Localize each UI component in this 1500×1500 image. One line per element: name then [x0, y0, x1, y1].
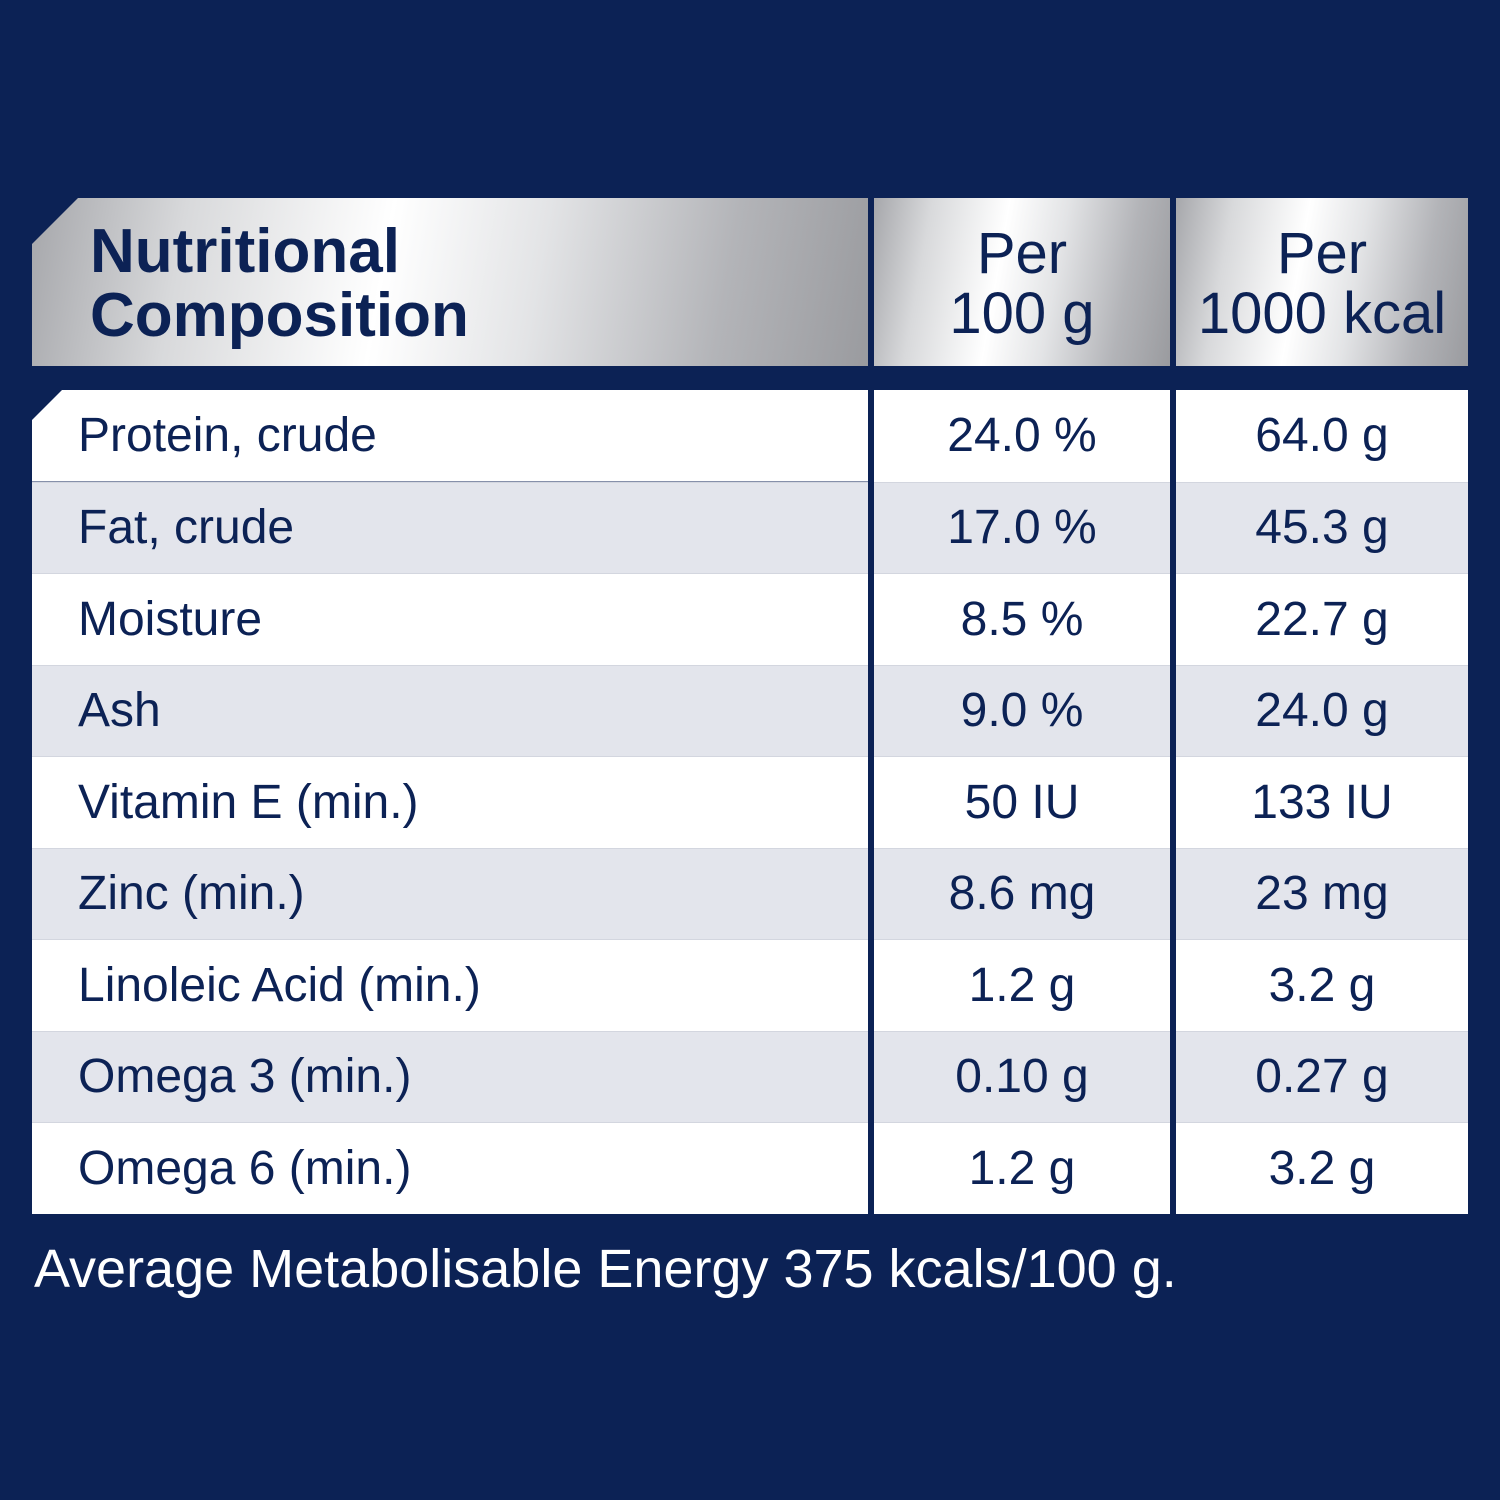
header-col3-line1: Per — [1276, 221, 1368, 286]
energy-footnote: Average Metabolisable Energy 375 kcals/1… — [34, 1239, 1177, 1299]
header-nutritional-composition: Nutritional Composition — [32, 198, 868, 366]
nutrient-label: Vitamin E (min.) — [32, 756, 868, 848]
table-row: Linoleic Acid (min.) 1.2 g 3.2 g — [32, 939, 1468, 1031]
nutrition-table: Nutritional Composition Per 100 g Per 10… — [32, 198, 1468, 1214]
value-per-1000kcal: 3.2 g — [1176, 1122, 1468, 1214]
nutrient-label: Omega 3 (min.) — [32, 1030, 868, 1122]
table-row: Omega 6 (min.) 1.2 g 3.2 g — [32, 1122, 1468, 1214]
table-row: Zinc (min.) 8.6 mg 23 mg — [32, 847, 1468, 939]
value-per-1000kcal: 0.27 g — [1176, 1030, 1468, 1122]
table-row: Vitamin E (min.) 50 IU 133 IU — [32, 756, 1468, 848]
value-per-100g: 50 IU — [874, 756, 1170, 848]
table-row: Fat, crude 17.0 % 45.3 g — [32, 481, 1468, 573]
value-per-1000kcal: 3.2 g — [1176, 939, 1468, 1031]
header-col2-line1: Per — [976, 221, 1068, 286]
table-row: Omega 3 (min.) 0.10 g 0.27 g — [32, 1030, 1468, 1122]
header-per-1000kcal: Per 1000 kcal — [1176, 198, 1468, 366]
table-row: Moisture 8.5 % 22.7 g — [32, 573, 1468, 665]
value-per-1000kcal: 45.3 g — [1176, 481, 1468, 573]
value-per-100g: 17.0 % — [874, 481, 1170, 573]
nutrient-label: Ash — [32, 664, 868, 756]
value-per-100g: 1.2 g — [874, 939, 1170, 1031]
header-per-100g: Per 100 g — [874, 198, 1170, 366]
nutrient-label: Zinc (min.) — [32, 847, 868, 939]
header-col1-line2: Composition — [90, 281, 469, 350]
table-row: Protein, crude 24.0 % 64.0 g — [32, 390, 1468, 482]
value-per-100g: 8.6 mg — [874, 847, 1170, 939]
value-per-1000kcal: 23 mg — [1176, 847, 1468, 939]
nutrient-label: Moisture — [32, 573, 868, 665]
table-body: Protein, crude 24.0 % 64.0 g Fat, crude … — [32, 390, 1468, 1214]
table-header: Nutritional Composition Per 100 g Per 10… — [32, 198, 1468, 366]
value-per-1000kcal: 133 IU — [1176, 756, 1468, 848]
header-col3-line2: 1000 kcal — [1197, 281, 1447, 346]
nutrient-label: Omega 6 (min.) — [32, 1122, 868, 1214]
table-row: Ash 9.0 % 24.0 g — [32, 664, 1468, 756]
header-col1-line1: Nutritional — [90, 217, 400, 286]
nutrient-label: Protein, crude — [32, 390, 868, 482]
value-per-100g: 8.5 % — [874, 573, 1170, 665]
nutrient-label: Linoleic Acid (min.) — [32, 939, 868, 1031]
nutrient-label: Fat, crude — [32, 481, 868, 573]
value-per-100g: 1.2 g — [874, 1122, 1170, 1214]
header-col2-line2: 100 g — [949, 281, 1095, 346]
value-per-1000kcal: 24.0 g — [1176, 664, 1468, 756]
value-per-1000kcal: 22.7 g — [1176, 573, 1468, 665]
value-per-100g: 0.10 g — [874, 1030, 1170, 1122]
value-per-100g: 9.0 % — [874, 664, 1170, 756]
value-per-1000kcal: 64.0 g — [1176, 390, 1468, 482]
value-per-100g: 24.0 % — [874, 390, 1170, 482]
